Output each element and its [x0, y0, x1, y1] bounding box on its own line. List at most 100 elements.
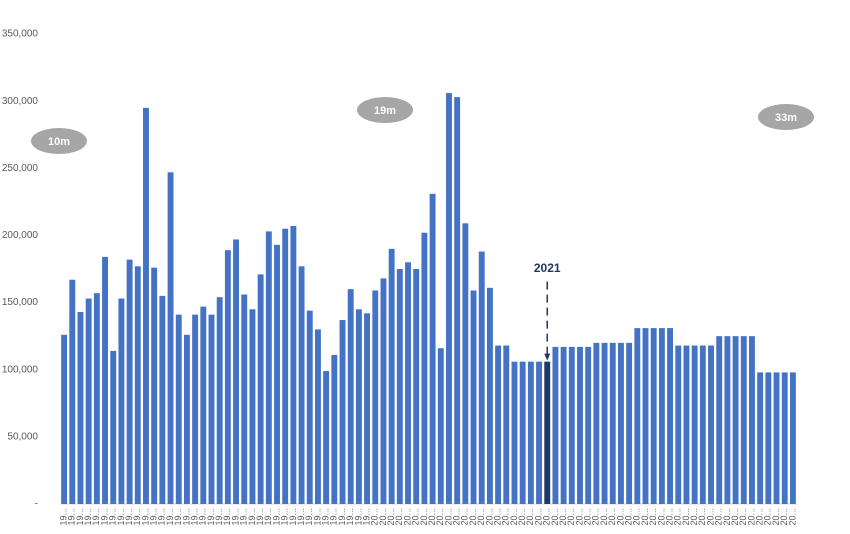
x-tick-label: 19...	[157, 508, 167, 526]
bar	[757, 372, 764, 504]
bar	[413, 269, 420, 504]
y-tick-label: 350,000	[2, 29, 39, 40]
x-tick-label: 20...	[689, 508, 699, 526]
x-tick-label: 20...	[501, 508, 511, 526]
x-tick-label: 20...	[632, 508, 642, 526]
x-tick-label: 20...	[599, 508, 609, 526]
bar	[446, 93, 452, 504]
x-tick-label: 20...	[386, 508, 396, 526]
bar	[536, 361, 542, 504]
bar	[347, 289, 354, 504]
bar	[626, 342, 633, 504]
bar	[118, 298, 125, 504]
bar	[306, 310, 313, 504]
x-tick-label: 20...	[419, 508, 429, 526]
bar	[577, 346, 583, 504]
arrow-head	[544, 353, 551, 361]
bar	[519, 361, 526, 504]
y-tick-label: 250,000	[2, 163, 39, 174]
bar	[634, 328, 641, 504]
x-tick-label: 19...	[280, 508, 290, 526]
bar	[167, 172, 174, 505]
x-tick-label: 19...	[329, 508, 339, 526]
bar	[716, 336, 723, 504]
y-tick-label: 150,000	[2, 297, 39, 308]
bar	[609, 342, 616, 504]
bar	[355, 309, 362, 504]
x-tick-label: 19...	[239, 508, 249, 526]
bar	[143, 107, 149, 504]
x-tick-label: 19...	[321, 508, 331, 526]
x-tick-label: 20...	[533, 508, 543, 526]
x-tick-label: 19...	[206, 508, 216, 526]
x-tick-label: 20...	[460, 508, 470, 526]
x-tick-label: 19...	[230, 508, 240, 526]
bar	[224, 250, 231, 504]
bar	[282, 228, 289, 504]
x-tick-label: 19...	[132, 508, 142, 526]
bar	[527, 361, 534, 504]
x-tick-label: 20...	[468, 508, 478, 526]
bar	[102, 256, 108, 504]
x-tick-label: 20...	[583, 508, 593, 526]
x-tick-label: 20...	[722, 508, 732, 526]
x-tick-label: 20...	[738, 508, 748, 526]
x-tick-label: 20...	[517, 508, 527, 526]
bar	[151, 267, 158, 504]
bar	[315, 329, 321, 504]
bar	[429, 193, 436, 505]
bubble-label: 33m	[775, 112, 797, 124]
bar	[642, 328, 649, 504]
bar	[568, 346, 575, 504]
bar	[454, 97, 461, 504]
x-tick-label: 19...	[222, 508, 232, 526]
x-tick-label: 19...	[75, 508, 85, 526]
x-tick-label: 19...	[247, 508, 257, 526]
x-tick-label: 20...	[443, 508, 453, 526]
x-tick-label: 20...	[714, 508, 724, 526]
bar	[658, 328, 665, 504]
x-tick-label: 19...	[255, 508, 265, 526]
bar	[585, 346, 592, 504]
x-tick-label: 19...	[67, 508, 77, 526]
x-tick-label: 19...	[181, 508, 191, 526]
bar	[478, 251, 485, 504]
x-tick-label: 19...	[116, 508, 126, 526]
x-tick-label: 19...	[214, 508, 224, 526]
bar	[544, 361, 551, 504]
x-tick-label: 20...	[558, 508, 568, 526]
bubble	[357, 97, 413, 123]
bar	[192, 314, 199, 504]
y-tick-label: -	[35, 499, 38, 510]
bar	[683, 345, 690, 504]
x-tick-label: 19...	[173, 508, 183, 526]
y-tick-label: 300,000	[2, 96, 39, 107]
bar	[364, 313, 371, 504]
bar	[691, 345, 698, 504]
bar	[134, 266, 141, 504]
x-tick-label: 20...	[607, 508, 617, 526]
bar	[183, 334, 190, 504]
bar	[323, 371, 330, 504]
bar	[110, 350, 117, 504]
x-tick-label: 20...	[746, 508, 756, 526]
y-tick-label: 100,000	[2, 364, 39, 375]
bar	[470, 290, 477, 504]
x-tick-label: 19...	[124, 508, 134, 526]
bar	[380, 278, 387, 504]
bar	[93, 293, 100, 504]
bar	[724, 336, 731, 504]
x-tick-label: 20...	[755, 508, 765, 526]
bar	[437, 348, 444, 504]
x-tick-label: 19...	[91, 508, 101, 526]
x-tick-label: 20...	[542, 508, 552, 526]
x-tick-label: 20...	[370, 508, 380, 526]
x-tick-label: 20...	[624, 508, 634, 526]
bar	[740, 336, 747, 504]
bar	[159, 295, 166, 504]
bar	[257, 274, 264, 504]
bar	[732, 336, 739, 504]
x-tick-label: 20...	[640, 508, 650, 526]
bar	[650, 328, 657, 504]
x-tick-label: 20...	[681, 508, 691, 526]
